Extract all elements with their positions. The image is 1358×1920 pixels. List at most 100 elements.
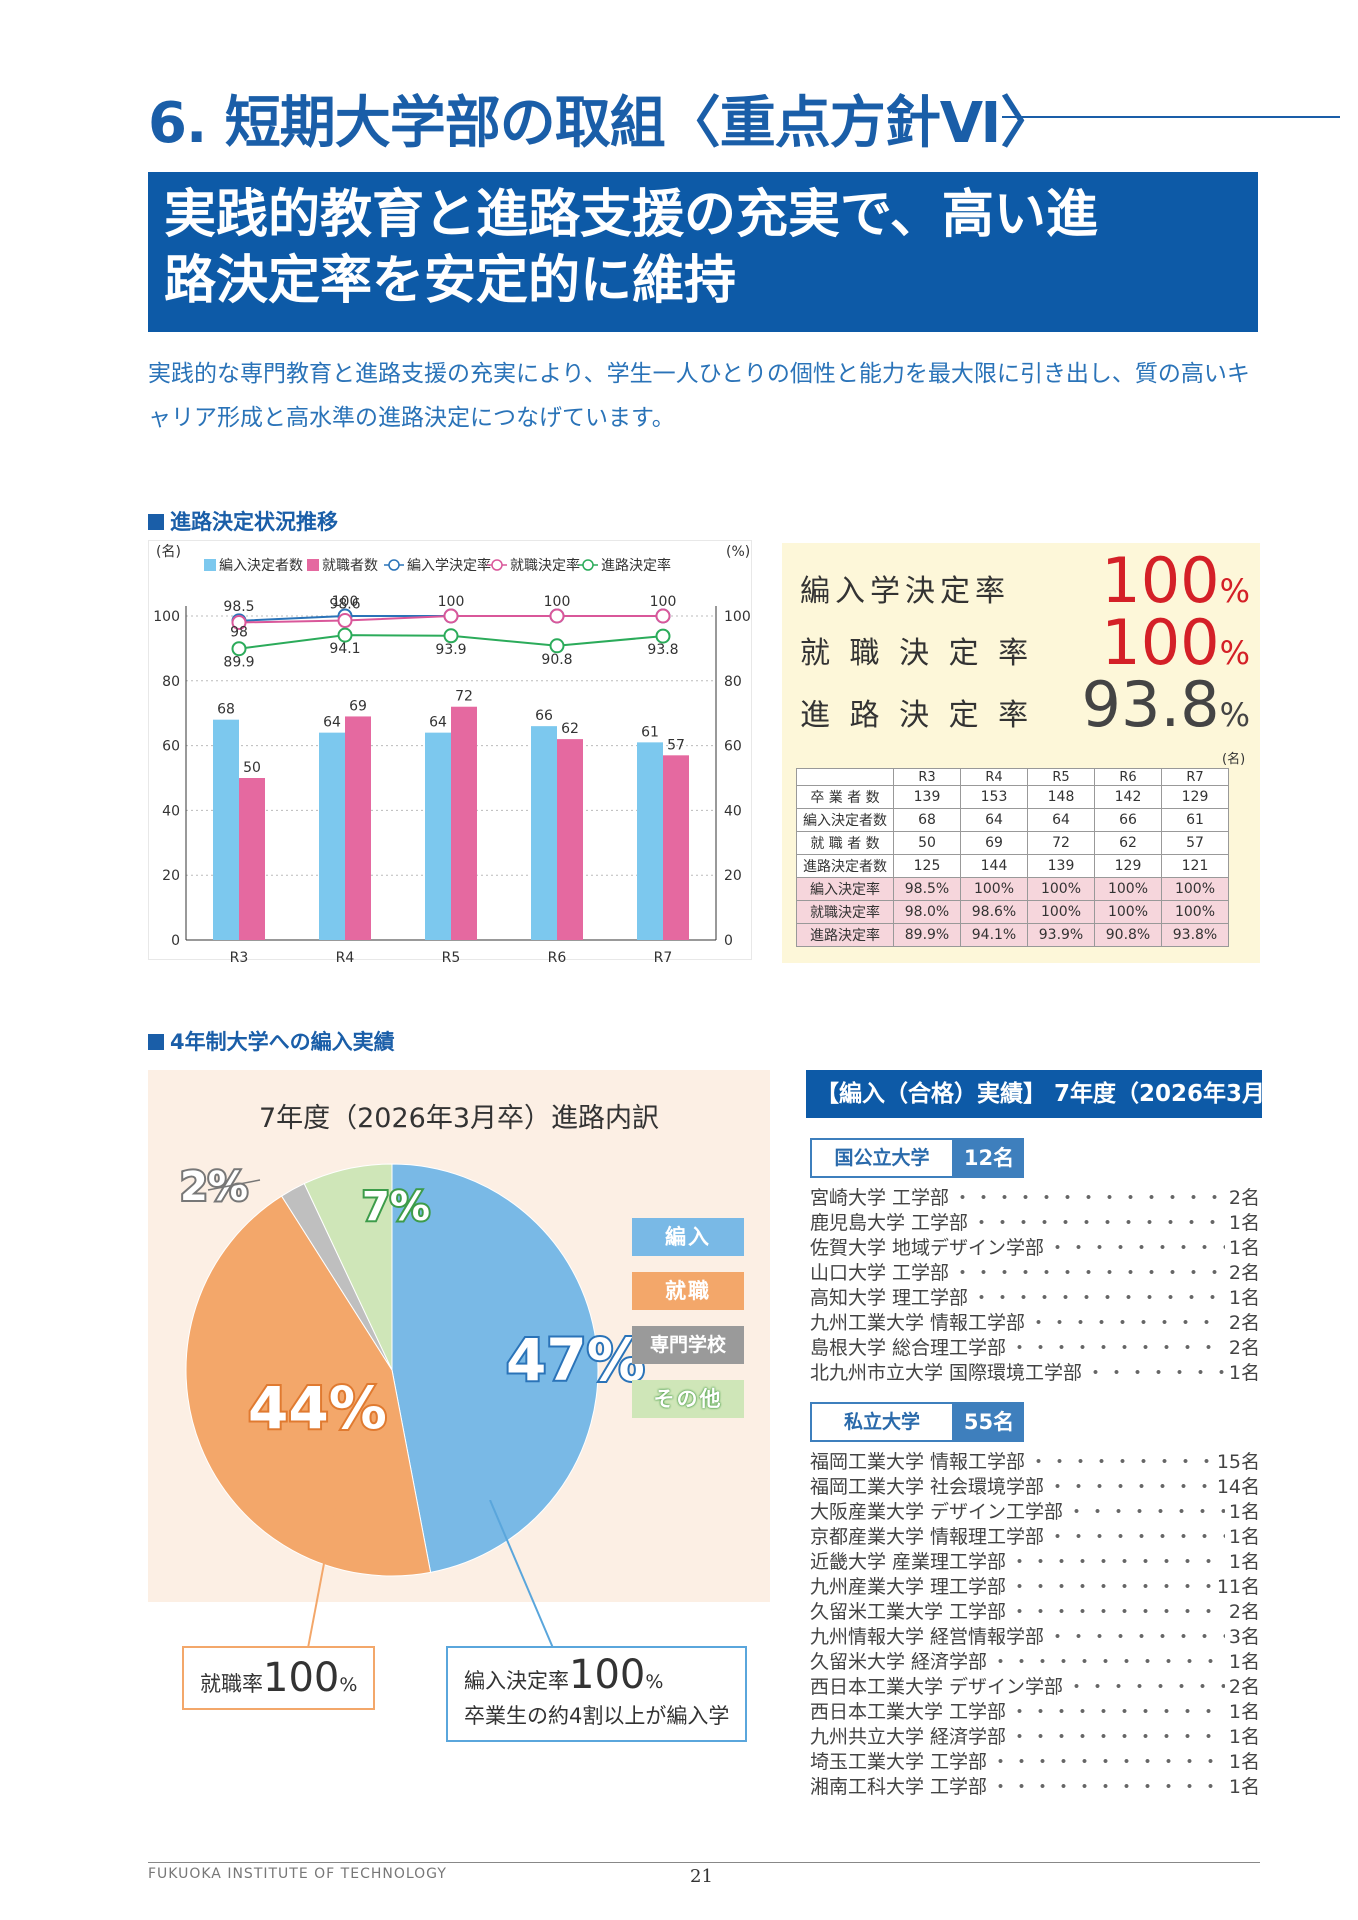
table-year-header: R5	[1027, 768, 1095, 786]
table-cell: 90.8%	[1094, 923, 1162, 947]
line-point	[443, 608, 459, 624]
page-number: 21	[690, 1866, 713, 1887]
bar	[345, 716, 371, 940]
university-name: 山口大学 工学部	[810, 1262, 950, 1284]
headline-line-1: 実践的教育と進路支援の充実で、高い進	[164, 185, 1098, 245]
university-name: 佐賀大学 地域デザイン学部	[810, 1237, 1045, 1259]
line-point	[231, 614, 247, 630]
leader-dots: ・・・・・・・・・・・・・・・・・・・・・・・・・・・・・・・・・・・・・・・・	[1010, 1551, 1225, 1573]
title-rule	[1002, 116, 1340, 118]
legend-label: 就職者数	[322, 558, 378, 574]
university-count: 2名	[1228, 1262, 1260, 1284]
rate-label: 就 職 決 定 率	[800, 636, 1034, 671]
private-university-list: 福岡工業大学 情報工学部・・・・・・・・・・・・・・・・・・・・・・・・・・・・…	[810, 1450, 1260, 1800]
bar-value-label: 69	[349, 698, 367, 714]
bar	[637, 742, 663, 940]
table-cell: 61	[1161, 808, 1229, 832]
leader-dots: ・・・・・・・・・・・・・・・・・・・・・・・・・・・・・・・・・・・・・・・・	[1010, 1726, 1225, 1748]
pie-legend-item: 専門学校	[632, 1326, 744, 1364]
table-cell: 100%	[1027, 877, 1095, 901]
university-name: 久留米工業大学 工学部	[810, 1601, 1007, 1623]
table-cell: 125	[893, 854, 961, 878]
rate-value: 93.8%	[990, 668, 1250, 741]
legend-label: 編入学決定率	[407, 557, 491, 574]
university-count: 1名	[1228, 1701, 1260, 1723]
table-cell: 129	[1094, 854, 1162, 878]
section-heading-transfer: 4年制大学への編入実績	[148, 1026, 395, 1056]
leader-dots: ・・・・・・・・・・・・・・・・・・・・・・・・・・・・・・・・・・・・・・・・	[1048, 1476, 1213, 1498]
legend-marker	[582, 559, 594, 571]
rate-percent: %	[1219, 634, 1250, 672]
table-row-label: 編入決定率	[796, 877, 894, 901]
table-year-header: R3	[893, 768, 961, 786]
headline-line-2: 路決定率を安定的に維持	[164, 251, 737, 311]
right-tick-label: 0	[724, 933, 733, 949]
rate-value: 100%	[990, 606, 1250, 679]
university-count: 1名	[1228, 1237, 1260, 1259]
list-item: 佐賀大学 地域デザイン学部・・・・・・・・・・・・・・・・・・・・・・・・・・・…	[810, 1236, 1260, 1261]
pie-legend-item: 就職	[632, 1272, 744, 1310]
legend-marker	[388, 559, 400, 571]
table-cell: 68	[893, 808, 961, 832]
table-unit: (名)	[1222, 752, 1246, 767]
university-count: 2名	[1228, 1337, 1260, 1359]
bar-value-label: 62	[561, 721, 579, 737]
list-item: 九州産業大学 理工学部・・・・・・・・・・・・・・・・・・・・・・・・・・・・・…	[810, 1575, 1260, 1600]
leader-dots: ・・・・・・・・・・・・・・・・・・・・・・・・・・・・・・・・・・・・・・・・	[1029, 1451, 1213, 1473]
university-name: 宮崎大学 工学部	[810, 1187, 950, 1209]
left-tick-label: 60	[162, 739, 180, 755]
table-cell: 142	[1094, 785, 1162, 809]
table-cell: 98.6%	[960, 900, 1028, 924]
table-header-row: R3 R4 R5 R6 R7	[796, 768, 1229, 786]
leader-dots: ・・・・・・・・・・・・・・・・・・・・・・・・・・・・・・・・・・・・・・・・	[1048, 1626, 1225, 1648]
left-tick-label: 0	[171, 933, 180, 949]
table-cell: 139	[1027, 854, 1095, 878]
rate-label: 編入学決定率	[800, 574, 1010, 609]
table-row: 就職決定率 98.0% 98.6% 100% 100% 100%	[796, 900, 1229, 924]
list-item: 島根大学 総合理工学部・・・・・・・・・・・・・・・・・・・・・・・・・・・・・…	[810, 1336, 1260, 1361]
career-data-table: R3 R4 R5 R6 R7 卒 業 者 数 139 153 148 142 129 編入決定者数 68…	[796, 768, 1229, 947]
university-count: 14名	[1216, 1476, 1260, 1498]
list-item: 九州工業大学 情報工学部・・・・・・・・・・・・・・・・・・・・・・・・・・・・…	[810, 1311, 1260, 1336]
right-tick-label: 20	[724, 868, 742, 884]
bar-value-label: 68	[217, 702, 235, 718]
left-tick-label: 20	[162, 868, 180, 884]
university-count: 3名	[1228, 1626, 1260, 1648]
list-item: 鹿児島大学 工学部・・・・・・・・・・・・・・・・・・・・・・・・・・・・・・・…	[810, 1211, 1260, 1236]
line-value-label: 98.6	[329, 597, 360, 613]
bar	[213, 719, 239, 940]
list-item: 山口大学 工学部・・・・・・・・・・・・・・・・・・・・・・・・・・・・・・・・…	[810, 1261, 1260, 1286]
pie-slice-label: 2%	[180, 1164, 248, 1210]
list-item: 西日本工業大学 デザイン学部・・・・・・・・・・・・・・・・・・・・・・・・・・…	[810, 1675, 1260, 1700]
legend-swatch	[204, 559, 216, 571]
callout-transfer-pct: %	[645, 1671, 664, 1693]
university-name: 西日本工業大学 工学部	[810, 1701, 1007, 1723]
callout-employment-label: 就職率	[200, 1672, 263, 1696]
list-item: 北九州市立大学 国際環境工学部・・・・・・・・・・・・・・・・・・・・・・・・・…	[810, 1361, 1260, 1386]
x-tick-label: R7	[654, 950, 673, 962]
bar	[319, 732, 345, 940]
pie-slice-label: 7%	[362, 1184, 430, 1230]
table-cell: 98.0%	[893, 900, 961, 924]
list-item: 近畿大学 産業理工学部・・・・・・・・・・・・・・・・・・・・・・・・・・・・・…	[810, 1550, 1260, 1575]
line-point	[337, 613, 353, 629]
university-name: 鹿児島大学 工学部	[810, 1212, 969, 1234]
university-count: 11名	[1216, 1576, 1260, 1598]
section-heading-career-trend: 進路決定状況推移	[148, 506, 338, 536]
table-cell: 64	[960, 808, 1028, 832]
table-cell: 62	[1094, 831, 1162, 855]
line-value-label: 93.9	[435, 642, 466, 658]
leader-dots: ・・・・・・・・・・・・・・・・・・・・・・・・・・・・・・・・・・・・・・・・	[1010, 1601, 1225, 1623]
university-name: 北九州市立大学 国際環境工学部	[810, 1362, 1083, 1384]
callout-connectors	[307, 1500, 554, 1649]
legend-label: 編入決定者数	[219, 558, 303, 574]
university-count: 1名	[1228, 1651, 1260, 1673]
line-point	[655, 628, 671, 644]
table-cell: 66	[1094, 808, 1162, 832]
bar-value-label: 57	[667, 737, 685, 753]
right-tick-label: 60	[724, 739, 742, 755]
line-value-label: 93.8	[647, 642, 678, 658]
line-point	[549, 638, 565, 654]
leader-dots: ・・・・・・・・・・・・・・・・・・・・・・・・・・・・・・・・・・・・・・・・	[1029, 1312, 1225, 1334]
national-label: 国公立大学	[810, 1138, 954, 1178]
